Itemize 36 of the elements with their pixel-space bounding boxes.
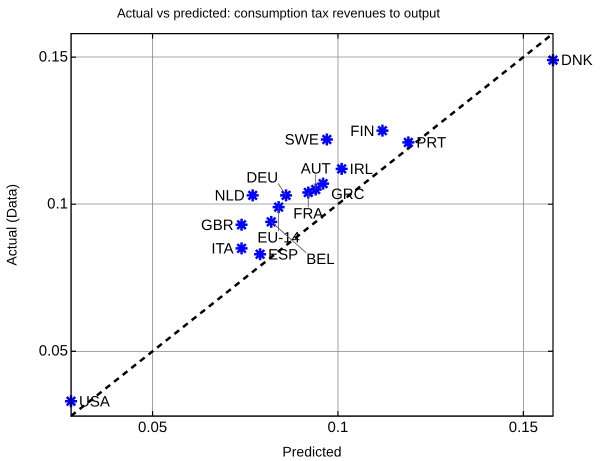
y-tick-label: 0.1	[47, 195, 68, 212]
annotation: BEL	[306, 251, 335, 268]
x-tick-label: 0.1	[328, 419, 348, 436]
point	[308, 182, 323, 197]
x-tick-label: 0.15	[508, 419, 538, 436]
point	[264, 214, 278, 230]
point	[334, 162, 349, 176]
annotation: GBR	[201, 216, 234, 234]
annotation: NLD	[214, 188, 245, 205]
point	[234, 241, 249, 256]
point	[375, 123, 390, 138]
point	[234, 218, 249, 232]
annotation: SWE	[284, 132, 319, 149]
y-tick-label: 0.05	[38, 342, 68, 360]
x-axis-title: Predicted	[282, 443, 342, 460]
point	[320, 132, 334, 147]
annotation: FIN	[350, 122, 374, 140]
point	[252, 246, 268, 262]
chart-title: Actual vs predicted: consumption tax revenues to output	[116, 5, 440, 20]
annotation: DNK	[561, 52, 593, 70]
x-tick-label: 0.05	[138, 419, 168, 436]
point	[546, 52, 560, 68]
point	[245, 188, 260, 203]
point	[64, 394, 78, 409]
y-axis-title: Actual (Data)	[3, 184, 20, 266]
annotation: ITA	[211, 240, 234, 258]
annotation: FRA	[293, 206, 324, 223]
annotation: AUT	[300, 160, 331, 178]
annotation: IRL	[350, 161, 374, 178]
point	[401, 135, 416, 150]
y-tick-label: 0.15	[38, 48, 68, 66]
point	[278, 188, 294, 203]
annotation: PRT	[416, 134, 446, 152]
point	[301, 185, 316, 200]
point	[316, 176, 330, 191]
annotation: DEU	[246, 170, 278, 187]
